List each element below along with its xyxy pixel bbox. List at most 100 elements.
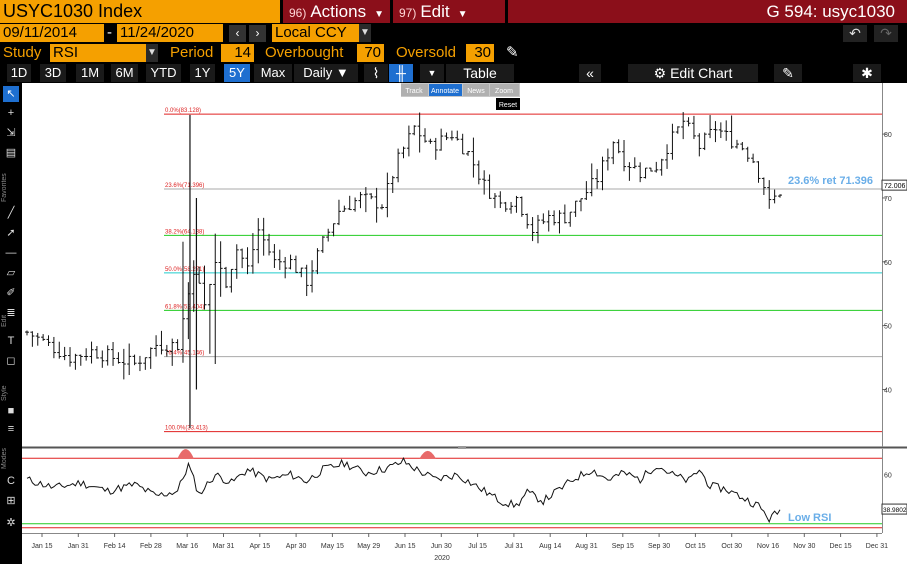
reset-button[interactable] [496, 98, 520, 110]
rsi-panel-bg [22, 449, 882, 533]
x-tick-label: Apr 15 [249, 543, 270, 550]
redo-icon[interactable]: ↷ [874, 25, 898, 42]
zoom-label: Zoom [495, 88, 513, 95]
period-tab-1y[interactable]: 1Y [190, 64, 215, 82]
track-tool[interactable] [401, 84, 428, 96]
overbought-fill [177, 449, 194, 459]
start-date-field[interactable]: 09/11/2014 [0, 24, 104, 42]
x-tick-label: Aug 31 [575, 543, 597, 550]
date-separator: - [107, 24, 112, 41]
gear-small-icon: ⚙ [653, 65, 667, 81]
x-tick-label: Oct 30 [721, 543, 742, 550]
x-tick-label: Aug 14 [539, 543, 561, 550]
fib-label: 23.6%(71.396) [165, 183, 204, 189]
arrow-icon[interactable]: ➚ [6, 227, 16, 239]
chart-area[interactable]: 0.0%(83.128) 23.6%(71.396) 38.2%(64.138) 50… [22, 83, 907, 564]
shape-icon[interactable]: ◻ [6, 355, 16, 367]
currency-field[interactable]: Local CCY [272, 24, 359, 42]
period-tab-3d[interactable]: 3D [40, 64, 66, 82]
period-tab-6m[interactable]: 6M [111, 64, 138, 82]
actions-label: Actions [310, 2, 367, 21]
fibonacci-icon[interactable]: ≣ [6, 307, 16, 319]
track-label: Track [405, 88, 423, 95]
news-label: News [467, 88, 485, 95]
date-range-bar: 09/11/2014 - 11/24/2020 ‹ › Local CCY ▼ … [0, 23, 907, 43]
ticker-field[interactable]: USYC1030 Index [0, 0, 280, 23]
line-chart-icon[interactable]: ⌇ [364, 64, 388, 82]
rsi-line [26, 457, 781, 524]
period-tab-max[interactable]: Max [254, 64, 292, 82]
function-code: G 594: usyc1030 [508, 0, 907, 23]
x-tick-label: Jul 31 [505, 543, 524, 550]
x-tick-label: Mar 16 [176, 543, 198, 550]
x-tick-label: Apr 30 [286, 543, 307, 550]
x-tick-label: May 15 [321, 543, 344, 550]
currency-dropdown-icon[interactable]: ▼ [359, 24, 371, 42]
collapse-left-icon[interactable]: « [579, 64, 601, 82]
x-tick-label: Dec 31 [866, 543, 888, 550]
text-icon[interactable]: T [7, 335, 15, 347]
chevron-left-icon[interactable]: ‹ [229, 25, 246, 42]
oversold-label: Oversold [396, 44, 457, 61]
edit-icon[interactable]: ✎ [774, 64, 802, 82]
trendline-icon[interactable]: ╱ [7, 207, 15, 219]
channel-icon[interactable]: ▱ [6, 267, 16, 279]
x-tick-label: Feb 14 [104, 543, 126, 550]
oversold-field[interactable]: 30 [466, 44, 494, 62]
overbought-fill [419, 450, 436, 459]
color-icon[interactable]: ■ [7, 405, 15, 417]
bar-chart-icon[interactable]: ╫ [389, 64, 413, 82]
left-toolbar: ↖ + ⇲ ▤ Favorites ╱ ➚ — ▱ ✐ ≣ Edit T ◻ S… [0, 83, 22, 564]
divider-handle[interactable] [458, 446, 466, 449]
pencil-icon[interactable]: ✎ [506, 44, 519, 61]
thickness-icon[interactable]: ≡ [7, 423, 15, 435]
overbought-field[interactable]: 70 [357, 44, 384, 62]
x-tick-label: Jan 15 [31, 543, 52, 550]
low-rsi-annotation[interactable]: Low RSI [788, 512, 831, 524]
study-dropdown-icon[interactable]: ▼ [146, 44, 158, 62]
hline-icon[interactable]: — [5, 247, 17, 259]
frequency-label: Daily [303, 65, 333, 80]
price-tick-label: 40 [884, 388, 892, 395]
study-field[interactable]: RSI [50, 44, 146, 62]
undo-icon[interactable]: ↶ [843, 25, 867, 42]
period-label: Period [170, 44, 214, 61]
x-year-label: 2020 [434, 555, 450, 562]
measure-icon[interactable]: ⇲ [6, 127, 16, 139]
crosshair-icon[interactable]: + [7, 107, 15, 119]
period-tab-1m[interactable]: 1M [76, 64, 104, 82]
zoom-tool[interactable] [490, 84, 519, 96]
x-tick-label: Dec 15 [830, 543, 852, 550]
study-icon[interactable]: ▤ [5, 147, 17, 159]
mode-b-icon[interactable]: ⊞ [6, 495, 16, 507]
edit-chart-label: Edit Chart [670, 65, 733, 81]
end-date-field[interactable]: 11/24/2020 [117, 24, 223, 42]
last-rsi-box [881, 503, 907, 515]
edit-label: Edit [420, 2, 450, 21]
period-tab-1d[interactable]: 1D [7, 64, 31, 82]
period-tab-5y[interactable]: 5Y [224, 64, 250, 82]
x-axis-bg [22, 533, 907, 564]
edit-chart-button[interactable]: ⚙ Edit Chart [628, 64, 758, 82]
chart-type-dropdown-icon[interactable]: ▼ [420, 64, 444, 82]
period-tab-ytd[interactable]: YTD [146, 64, 181, 82]
retracement-annotation[interactable]: 23.6% ret 71.396 [788, 175, 873, 187]
x-tick-label: Feb 28 [140, 543, 162, 550]
x-tick-label: Mar 31 [213, 543, 235, 550]
cursor-icon[interactable]: ↖ [3, 86, 19, 102]
table-button[interactable]: Table [446, 64, 514, 82]
chart-svg: 0.0%(83.128) 23.6%(71.396) 38.2%(64.138) 50… [22, 83, 907, 564]
edit-menu[interactable]: 97) Edit ▼ [393, 0, 505, 23]
annotate-tool[interactable] [429, 84, 462, 96]
news-tool[interactable] [463, 84, 489, 96]
draw-icon[interactable]: ✐ [6, 287, 16, 299]
fib-label: 38.2%(64.138) [165, 229, 204, 235]
mode-c-icon[interactable]: C [7, 475, 15, 487]
settings-icon[interactable]: ✱ [853, 64, 881, 82]
reset-label: Reset [499, 102, 517, 109]
actions-menu[interactable]: 96) Actions ▼ [283, 0, 390, 23]
period-field[interactable]: 14 [221, 44, 254, 62]
chevron-right-icon[interactable]: › [249, 25, 266, 42]
settings-gear-icon[interactable]: ✲ [6, 517, 16, 529]
frequency-dropdown[interactable]: Daily ▼ [294, 64, 358, 82]
